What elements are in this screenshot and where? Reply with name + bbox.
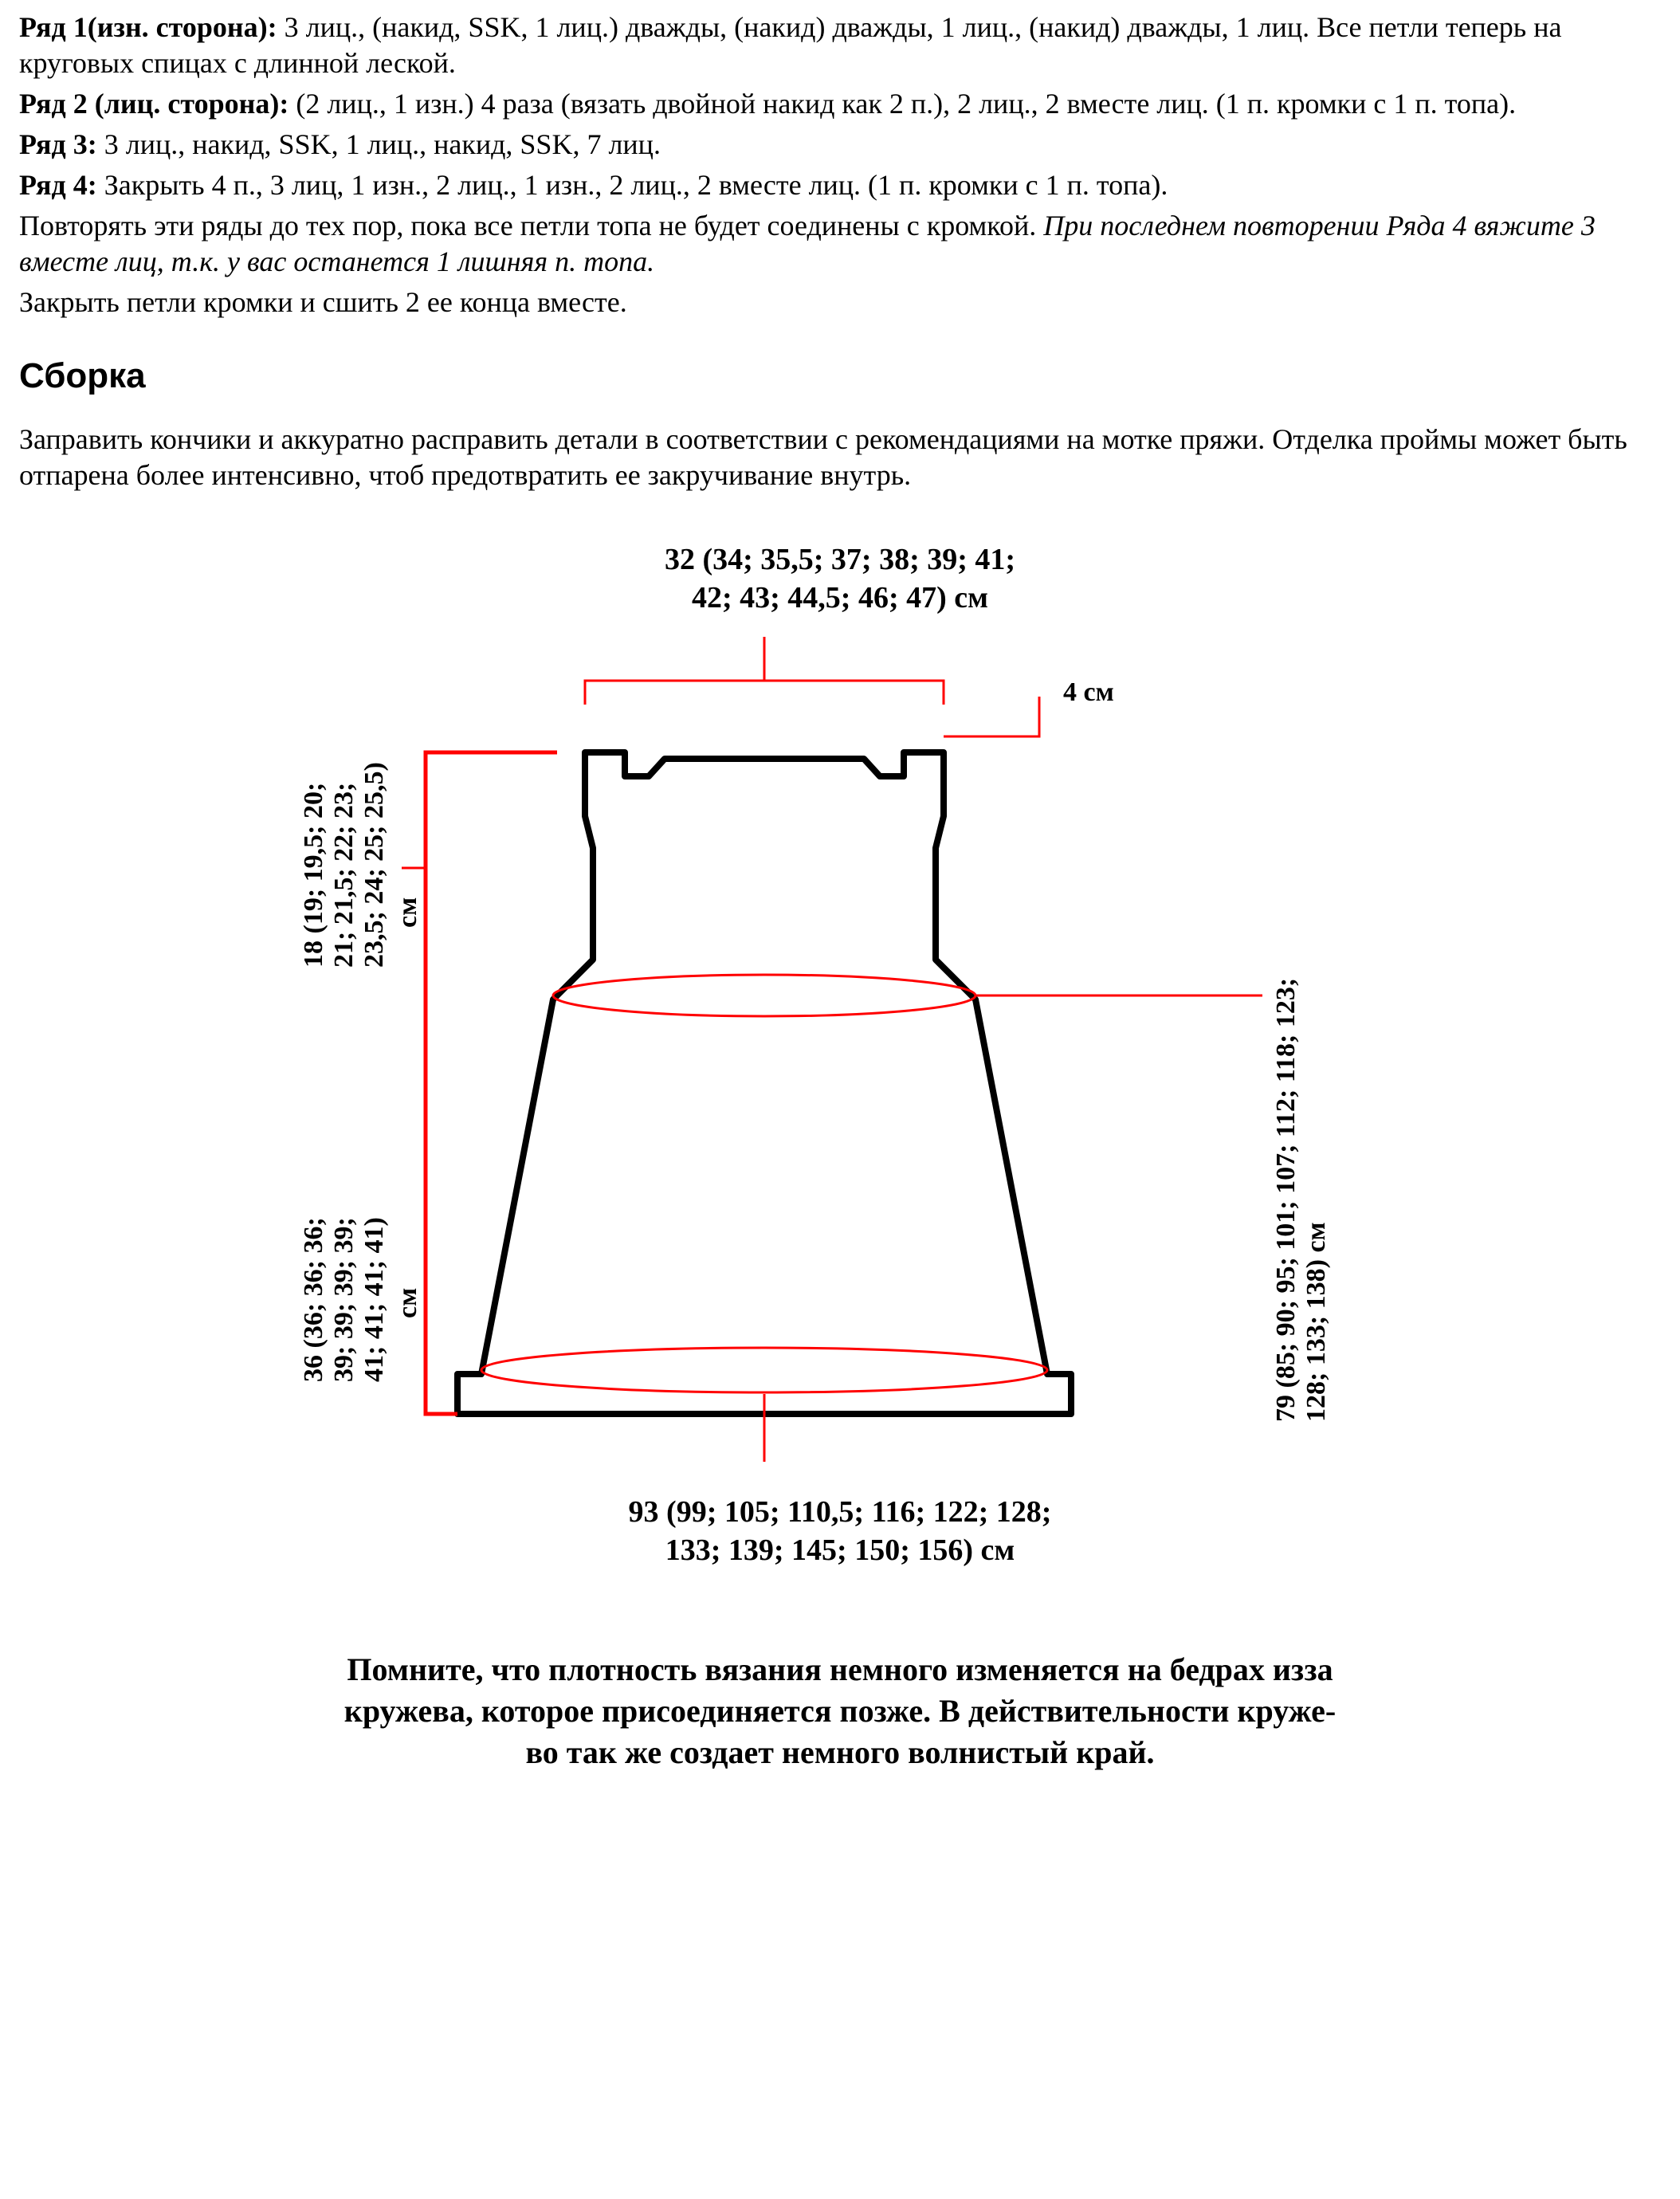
row-4-text: Закрыть 4 п., 3 лиц, 1 изн., 2 лиц., 1 и… [97,169,1168,201]
top-measurement-l1: 32 (34; 35,5; 37; 38; 39; 41; [665,543,1015,576]
repeat-text: Повторять эти ряды до тех пор, пока все … [19,210,1043,241]
left-upper-measure: 18 (19; 19,5; 20; 21; 21,5; 22; 23; 23,5… [299,762,389,968]
svg-text:39; 39; 39; 39;: 39; 39; 39; 39; [329,1217,359,1382]
row-3-text: 3 лиц., накид, SSK, 1 лиц., накид, SSK, … [97,128,661,160]
left-lower-measure: 36 (36; 36; 36; 39; 39; 39; 39; 41; 41; … [299,1217,389,1382]
row-1: Ряд 1(изн. сторона): 3 лиц., (накид, SSK… [19,10,1661,81]
row-4: Ряд 4: Закрыть 4 п., 3 лиц, 1 изн., 2 ли… [19,167,1661,203]
left-lower-unit: см [393,1288,422,1318]
row-2: Ряд 2 (лиц. сторона): (2 лиц., 1 изн.) 4… [19,86,1661,122]
footer-l2: кружева, которое присоединяется позже. В… [344,1693,1336,1729]
assembly-text: Заправить кончики и аккуратно расправить… [19,422,1661,493]
footer-note: Помните, что плотность вязания немного и… [19,1649,1661,1773]
label-4cm: 4 см [1063,677,1114,707]
bottom-measurement-l1: 93 (99; 105; 110,5; 116; 122; 128; [629,1495,1052,1529]
repeat-line: Повторять эти ряды до тех пор, пока все … [19,208,1661,280]
top-measurement: 32 (34; 35,5; 37; 38; 39; 41; 42; 43; 44… [242,541,1438,617]
footer-l3: во так же создает немного волнистый край… [525,1734,1154,1770]
row-4-label: Ряд 4: [19,169,97,201]
svg-text:18 (19; 19,5; 20;: 18 (19; 19,5; 20; [299,783,328,968]
svg-text:128; 133; 138) см: 128; 133; 138) см [1301,1222,1331,1422]
row-3: Ряд 3: 3 лиц., накид, SSK, 1 лиц., накид… [19,127,1661,163]
footer-l1: Помните, что плотность вязания немного и… [347,1651,1333,1687]
row-2-text: (2 лиц., 1 изн.) 4 раза (вязать двойной … [289,88,1516,120]
svg-text:21; 21,5; 22; 23;: 21; 21,5; 22; 23; [329,783,359,968]
schematic-svg: 4 см 18 (19; 19,5; 20; 21; 21,5; 22; 23;… [242,617,1438,1494]
row-3-label: Ряд 3: [19,128,97,160]
row-1-label: Ряд 1(изн. сторона): [19,11,277,43]
bottom-measurement-l2: 133; 139; 145; 150; 156) см [665,1533,1015,1567]
row-2-label: Ряд 2 (лиц. сторона): [19,88,289,120]
schematic-diagram: 32 (34; 35,5; 37; 38; 39; 41; 42; 43; 44… [242,541,1438,1569]
left-upper-unit: см [393,897,422,928]
top-measurement-l2: 42; 43; 44,5; 46; 47) см [692,581,988,615]
assembly-heading: Сборка [19,354,1661,398]
garment-outline [457,752,1071,1414]
svg-text:36 (36; 36; 36;: 36 (36; 36; 36; [299,1217,328,1382]
close-line: Закрыть петли кромки и сшить 2 ее конца … [19,285,1661,320]
bottom-measurement: 93 (99; 105; 110,5; 116; 122; 128; 133; … [242,1494,1438,1569]
svg-text:79 (85; 90; 95; 101; 107; 112;: 79 (85; 90; 95; 101; 107; 112; 118; 123; [1271,978,1301,1422]
svg-text:41; 41; 41; 41): 41; 41; 41; 41) [359,1217,389,1382]
right-measure: 79 (85; 90; 95; 101; 107; 112; 118; 123;… [1271,978,1331,1422]
svg-text:23,5; 24; 25; 25,5): 23,5; 24; 25; 25,5) [359,762,389,968]
